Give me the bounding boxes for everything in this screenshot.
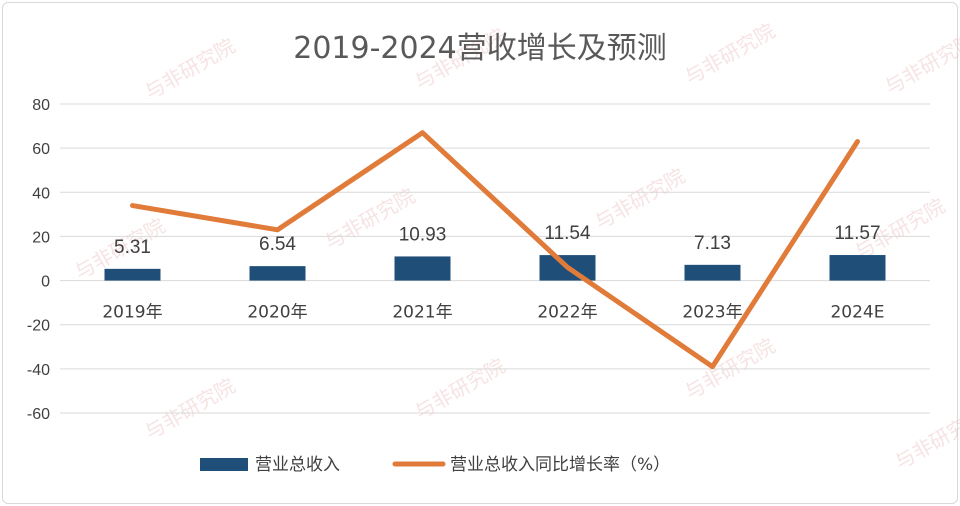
- watermark-text: 与非研究院: [141, 374, 240, 445]
- y-tick-label: 20: [32, 229, 50, 246]
- bar-data-label: 10.93: [399, 224, 447, 245]
- bar-data-label: 7.13: [694, 233, 731, 254]
- x-category-label: 2021年: [392, 303, 452, 323]
- watermark-text: 与非研究院: [891, 404, 960, 475]
- bar-data-label: 11.54: [544, 223, 591, 244]
- bar-data-label: 5.31: [114, 237, 151, 258]
- x-axis-categories: 2019年 2020年 2021年 2022年 2023年 2024E: [102, 303, 884, 323]
- y-tick-label: 40: [32, 185, 50, 202]
- watermark-text: 与非研究院: [411, 354, 510, 425]
- x-category-label: 2019年: [102, 303, 162, 323]
- gridlines: [60, 103, 930, 414]
- bar-5: [829, 255, 886, 281]
- bar-data-labels: 5.31 6.54 10.93 11.54 7.13 11.57: [114, 223, 881, 258]
- y-tick-label: -20: [27, 318, 50, 335]
- x-category-label: 2020年: [247, 303, 307, 323]
- bar-series: [104, 255, 886, 281]
- y-axis-ticks: 80 60 40 20 0 -20 -40 -60: [27, 97, 50, 423]
- bar-data-label: 6.54: [259, 234, 296, 255]
- legend-label-line: 营业总收入同比增长率（%）: [450, 455, 670, 475]
- watermark-text: 与非研究院: [591, 164, 690, 235]
- y-tick-label: -60: [27, 406, 50, 423]
- bar-data-label: 11.57: [834, 223, 880, 244]
- x-category-label: 2023年: [682, 303, 742, 323]
- bar-1: [249, 266, 306, 281]
- watermark-text: 与非研究院: [141, 34, 240, 105]
- y-tick-label: -40: [27, 362, 50, 379]
- x-category-label: 2024E: [830, 303, 884, 323]
- legend-swatch-bar: [200, 458, 248, 471]
- bar-0: [104, 268, 161, 281]
- y-tick-label: 60: [32, 141, 50, 158]
- watermark-text: 与非研究院: [881, 29, 960, 100]
- legend: 营业总收入 营业总收入同比增长率（%）: [200, 455, 670, 475]
- chart-title: 2019-2024营收增长及预测: [293, 31, 667, 66]
- line-series: [130, 130, 860, 370]
- legend-label-bar: 营业总收入: [255, 455, 340, 475]
- growth-rate-line: [130, 130, 860, 370]
- bar-4: [684, 264, 741, 281]
- x-category-label: 2022年: [537, 303, 597, 323]
- watermark-text: 与非研究院: [681, 19, 780, 90]
- y-tick-label: 80: [32, 97, 50, 114]
- bar-2: [394, 256, 451, 281]
- y-tick-label: 0: [41, 274, 50, 291]
